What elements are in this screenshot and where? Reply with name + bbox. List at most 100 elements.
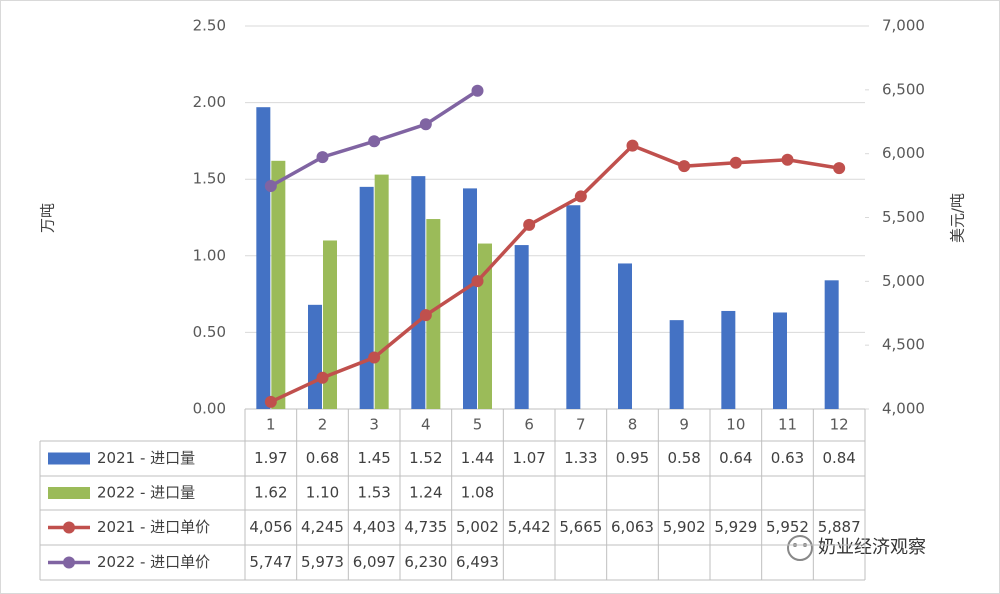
x-tick-label: 5: [473, 416, 483, 434]
table-cell: 6,493: [456, 553, 499, 571]
y2-tick-label: 6,500: [882, 80, 925, 98]
table-cell: 4,056: [249, 518, 292, 536]
point: [419, 309, 432, 322]
legend-label: 2022 - 进口量: [97, 484, 195, 502]
bar: [773, 312, 787, 409]
x-tick-label: 11: [778, 416, 797, 434]
table-cell: 1.53: [357, 484, 390, 502]
y2-tick-label: 5,500: [882, 208, 925, 226]
table-cell: 1.97: [254, 449, 287, 467]
legend-key: [48, 452, 90, 465]
table-cell: 1.08: [461, 484, 494, 502]
table-cell: 1.07: [512, 449, 545, 467]
table-cell: 0.64: [719, 449, 752, 467]
point: [833, 162, 846, 175]
x-tick-label: 6: [524, 416, 534, 434]
bar: [374, 174, 389, 409]
bar: [618, 263, 632, 409]
table-cell: 1.24: [409, 484, 442, 502]
table-cell: 5,902: [663, 518, 706, 536]
point: [316, 151, 329, 164]
point: [574, 190, 587, 203]
legend-label: 2021 - 进口单价: [97, 518, 210, 536]
table-cell: 5,973: [301, 553, 344, 571]
table-cell: 5,747: [249, 553, 292, 571]
bar: [411, 176, 426, 409]
table-cell: 1.62: [254, 484, 287, 502]
table-cell: 5,002: [456, 518, 499, 536]
y2-tick-label: 5,000: [882, 272, 925, 290]
table-cell: 5,929: [714, 518, 757, 536]
legend-label: 2022 - 进口单价: [97, 553, 210, 571]
bar: [463, 188, 477, 409]
y2-tick-label: 4,000: [882, 400, 925, 418]
table-cell: 4,403: [353, 518, 396, 536]
table-cell: 1.33: [564, 449, 597, 467]
bar: [426, 219, 441, 409]
table-cell: 0.95: [616, 449, 649, 467]
table-cell: 0.58: [667, 449, 700, 467]
x-tick-label: 9: [679, 416, 689, 434]
bar: [824, 280, 839, 409]
bar: [721, 310, 736, 409]
point: [729, 156, 742, 169]
bar: [323, 240, 337, 409]
y-tick-label: 0.50: [193, 323, 226, 341]
point: [626, 139, 639, 152]
x-tick-label: 4: [421, 416, 431, 434]
point: [471, 275, 484, 288]
table-cell: 4,245: [301, 518, 344, 536]
y-tick-label: 1.50: [193, 170, 226, 188]
point: [264, 395, 277, 408]
table-cell: 1.52: [409, 449, 442, 467]
point: [316, 371, 329, 384]
x-tick-label: 7: [576, 416, 586, 434]
point: [368, 135, 381, 148]
table-cell: 5,887: [818, 518, 861, 536]
point: [419, 118, 432, 131]
table-cell: 1.10: [306, 484, 339, 502]
point: [368, 351, 381, 364]
legend-key: [63, 521, 75, 534]
point: [781, 153, 794, 166]
x-tick-label: 1: [266, 416, 276, 434]
table-cell: 5,665: [559, 518, 602, 536]
bar: [514, 245, 529, 409]
y-tick-label: 0.00: [193, 400, 226, 418]
x-tick-label: 2: [318, 416, 328, 434]
y-tick-label: 2.00: [193, 93, 226, 111]
table-cell: 6,063: [611, 518, 654, 536]
legend-key: [48, 487, 90, 499]
table-cell: 4,735: [404, 518, 447, 536]
x-tick-label: 8: [628, 416, 638, 434]
table-cell: 0.84: [822, 449, 855, 467]
x-tick-label: 10: [726, 416, 745, 434]
y-tick-label: 2.50: [193, 17, 226, 35]
table-cell: 1.44: [461, 449, 494, 467]
legend-key: [63, 556, 75, 569]
table-cell: 6,097: [353, 553, 396, 571]
table-cell: 6,230: [404, 553, 447, 571]
table-cell: 1.45: [357, 449, 390, 467]
line: [270, 143, 840, 404]
point: [678, 160, 691, 173]
bar: [566, 205, 581, 409]
point: [264, 179, 277, 192]
bar: [359, 186, 374, 409]
y-tick-label: 1.00: [193, 246, 226, 264]
x-tick-label: 3: [369, 416, 379, 434]
y2-tick-label: 6,000: [882, 144, 925, 162]
bar: [308, 304, 322, 409]
legend-label: 2021 - 进口量: [97, 449, 195, 467]
bar: [256, 107, 271, 410]
x-tick-label: 12: [830, 416, 849, 434]
y2-tick-label: 7,000: [882, 17, 925, 35]
watermark: 奶业经济观察: [818, 537, 926, 558]
bar: [271, 160, 286, 409]
y-axis-label: 万吨: [39, 203, 57, 233]
table-cell: 0.63: [771, 449, 804, 467]
table-cell: 5,442: [508, 518, 551, 536]
table-cell: 5,952: [766, 518, 809, 536]
